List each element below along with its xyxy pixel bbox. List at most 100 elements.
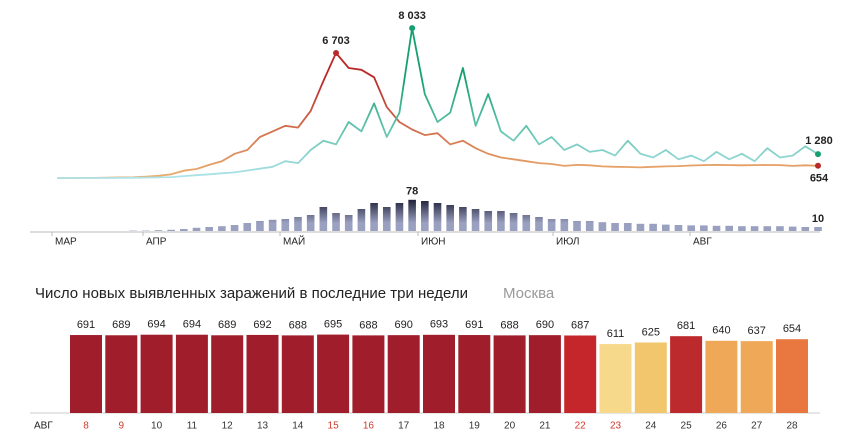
bar — [421, 201, 429, 231]
value-label: 689 — [218, 319, 236, 331]
value-label: 640 — [712, 325, 730, 337]
bar — [471, 209, 480, 231]
value-label: 688 — [500, 319, 518, 331]
value-label: 695 — [324, 318, 342, 330]
bar — [154, 230, 163, 231]
bar — [674, 225, 683, 231]
bar — [700, 225, 708, 231]
bar — [725, 225, 734, 231]
line — [57, 27, 819, 179]
bar — [140, 334, 173, 413]
bar — [776, 339, 808, 413]
bar — [218, 226, 226, 231]
x-tick-label: 19 — [469, 421, 481, 432]
value-label: 690 — [536, 319, 554, 331]
chart-subtitle: Москва — [503, 285, 555, 302]
value-label: 8 033 — [398, 10, 426, 22]
bar — [387, 335, 420, 413]
bar — [408, 199, 416, 231]
value-label: 78 — [406, 186, 418, 198]
x-tick-label: 23 — [610, 421, 622, 432]
x-tick-label: АПР — [146, 237, 167, 248]
value-label: 689 — [112, 319, 130, 331]
bar — [801, 227, 810, 231]
x-tick-label: 25 — [681, 421, 693, 432]
bar — [564, 335, 597, 413]
bar — [317, 334, 350, 413]
value-label: 10 — [812, 213, 824, 225]
x-tick-label: 18 — [433, 421, 445, 432]
x-tick-label: 15 — [328, 421, 340, 432]
x-tick-label: 26 — [716, 421, 728, 432]
bar — [70, 335, 102, 413]
bar — [547, 219, 556, 231]
x-tick-label: 20 — [504, 421, 516, 432]
bar — [585, 221, 594, 231]
x-tick-label: 13 — [257, 421, 269, 432]
bar — [180, 229, 188, 231]
chart-title: Число новых выявленных заражений в после… — [35, 285, 468, 302]
bar — [294, 217, 302, 231]
x-tick-label: 8 — [83, 421, 89, 432]
value-label: 688 — [289, 319, 307, 331]
value-label: 687 — [571, 319, 589, 331]
bar — [446, 205, 454, 231]
bar — [522, 215, 531, 231]
bar — [740, 341, 773, 413]
bar — [738, 226, 746, 231]
bar — [281, 219, 290, 231]
value-label: 691 — [77, 319, 95, 331]
line — [57, 52, 819, 179]
bar — [573, 221, 581, 231]
bar — [243, 223, 252, 231]
bar — [599, 344, 632, 413]
x-tick-label: 28 — [786, 421, 798, 432]
bar — [211, 335, 244, 413]
bar — [649, 223, 657, 231]
bar — [192, 227, 201, 231]
x-tick-label: 21 — [539, 421, 551, 432]
bar — [687, 225, 695, 231]
point — [409, 25, 416, 32]
bar — [528, 335, 561, 413]
bar — [105, 335, 138, 413]
bar — [382, 207, 391, 231]
point — [815, 162, 821, 169]
x-tick-label: ИЮН — [421, 237, 446, 248]
bar — [175, 334, 208, 413]
bar — [332, 213, 340, 231]
bar — [256, 221, 264, 231]
x-tick-label: 11 — [187, 421, 198, 432]
value-label: 6 703 — [322, 35, 350, 47]
value-label: 625 — [642, 326, 660, 338]
x-tick-label: 12 — [222, 421, 234, 432]
bar — [281, 335, 314, 413]
x-tick-label: 24 — [645, 421, 657, 432]
bar — [230, 225, 239, 231]
x-tick-label: ИЮЛ — [556, 237, 579, 248]
point — [815, 151, 821, 158]
x-tick-label: 17 — [398, 421, 410, 432]
bar — [205, 227, 214, 231]
bar — [661, 224, 670, 231]
bar — [167, 229, 175, 231]
bar — [423, 334, 455, 413]
bar — [246, 334, 279, 413]
x-tick-label: 16 — [363, 421, 375, 432]
bar — [344, 215, 353, 231]
bar — [357, 209, 366, 231]
bar — [750, 226, 759, 231]
x-tick-label: 27 — [751, 421, 763, 432]
value-label: 681 — [677, 320, 695, 332]
bar — [395, 203, 404, 231]
bar — [705, 340, 738, 413]
bar — [634, 342, 667, 413]
bar — [268, 219, 277, 231]
bar — [788, 226, 797, 231]
value-label: 693 — [430, 319, 448, 331]
bar — [319, 207, 328, 231]
bar — [814, 227, 822, 231]
value-label: 690 — [395, 319, 413, 331]
value-label: 694 — [147, 319, 165, 331]
